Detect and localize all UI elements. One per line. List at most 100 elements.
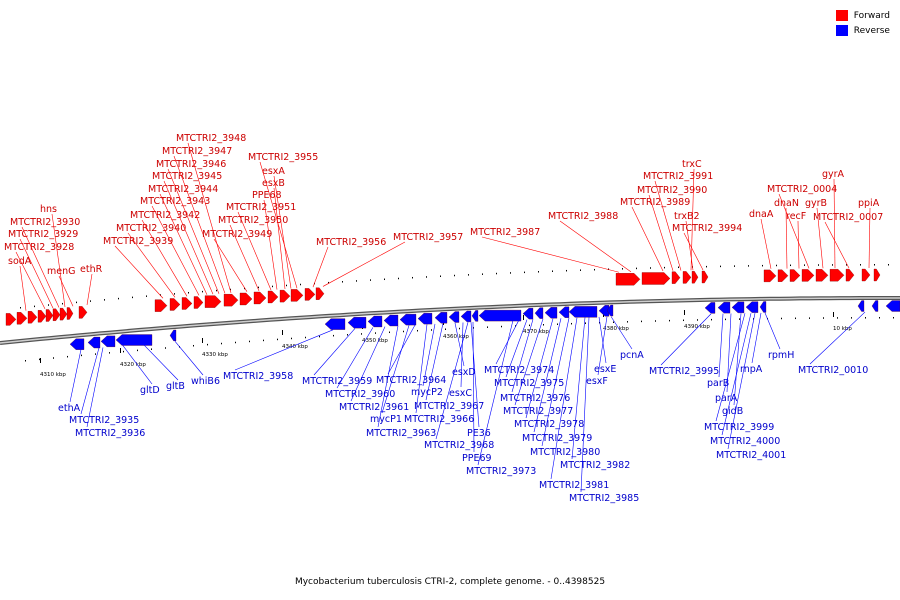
forward-gene-label[interactable]: esxA (262, 166, 285, 177)
forward-gene-label[interactable]: MTCTRI2_3988 (548, 211, 618, 222)
reverse-gene-label[interactable]: esxF (586, 376, 608, 387)
forward-gene-label[interactable]: esxB (262, 178, 285, 189)
reverse-gene-label[interactable]: parA (715, 393, 738, 404)
reverse-gene-label[interactable]: MTCTRI2_3995 (649, 366, 719, 377)
forward-gene-arrow[interactable] (701, 270, 709, 284)
forward-gene-arrow[interactable] (763, 269, 777, 283)
forward-gene-arrow[interactable] (78, 306, 88, 319)
reverse-gene-arrow[interactable] (399, 313, 417, 326)
reverse-gene-arrow[interactable] (69, 338, 85, 350)
forward-gene-arrow[interactable] (267, 290, 279, 304)
reverse-gene-arrow[interactable] (367, 315, 383, 328)
forward-gene-arrow[interactable] (193, 296, 204, 309)
reverse-gene-label[interactable]: mycP2 (411, 387, 443, 398)
forward-gene-label[interactable]: menG (47, 266, 75, 277)
forward-gene-arrow[interactable] (204, 295, 222, 308)
reverse-gene-label[interactable]: MTCTRI2_3958 (223, 371, 293, 382)
reverse-gene-arrow[interactable] (169, 329, 177, 342)
reverse-gene-arrow[interactable] (606, 304, 614, 317)
forward-gene-label[interactable]: MTCTRI2_3944 (148, 184, 218, 195)
forward-gene-arrow[interactable] (845, 268, 855, 282)
forward-gene-label[interactable]: MTCTRI2_3930 (10, 217, 80, 228)
reverse-gene-label[interactable]: MTCTRI2_3975 (494, 378, 564, 389)
reverse-gene-label[interactable]: MTCTRI2_3936 (75, 428, 145, 439)
forward-gene-label[interactable]: recF (786, 211, 806, 222)
reverse-gene-label[interactable]: gltB (166, 381, 185, 392)
reverse-gene-label[interactable]: MTCTRI2_3964 (376, 375, 446, 386)
forward-gene-label[interactable]: MTCTRI2_3945 (152, 171, 222, 182)
reverse-gene-label[interactable]: MTCTRI2_0010 (798, 365, 868, 376)
forward-gene-arrow[interactable] (691, 271, 699, 284)
reverse-gene-arrow[interactable] (731, 301, 745, 314)
forward-gene-label[interactable]: trxC (682, 159, 702, 170)
reverse-gene-label[interactable]: MTCTRI2_4000 (710, 436, 780, 447)
reverse-gene-label[interactable]: MTCTRI2_3981 (539, 480, 609, 491)
forward-gene-label[interactable]: MTCTRI2_3955 (248, 152, 318, 163)
forward-gene-label[interactable]: dnaA (749, 209, 774, 220)
reverse-gene-label[interactable]: MTCTRI2_3959 (302, 376, 372, 387)
forward-gene-arrow[interactable] (169, 298, 181, 311)
forward-gene-label[interactable]: MTCTRI2_3928 (4, 242, 74, 253)
reverse-gene-arrow[interactable] (745, 301, 759, 313)
reverse-gene-label[interactable]: MTCTRI2_3968 (424, 440, 494, 451)
forward-gene-arrow[interactable] (66, 307, 74, 320)
forward-gene-arrow[interactable] (59, 307, 68, 321)
forward-gene-label[interactable]: MTCTRI2_3989 (620, 197, 690, 208)
forward-gene-label[interactable]: MTCTRI2_3950 (218, 215, 288, 226)
forward-gene-arrow[interactable] (27, 311, 38, 324)
reverse-gene-arrow[interactable] (558, 306, 570, 318)
reverse-gene-label[interactable]: MTCTRI2_3978 (514, 419, 584, 430)
forward-gene-label[interactable]: MTCTRI2_3956 (316, 237, 386, 248)
reverse-gene-label[interactable]: MTCTRI2_3935 (69, 415, 139, 426)
reverse-gene-arrow[interactable] (544, 307, 558, 319)
forward-gene-arrow[interactable] (682, 271, 692, 284)
forward-gene-label[interactable]: MTCTRI2_3991 (643, 171, 713, 182)
forward-gene-label[interactable]: MTCTRI2_0007 (813, 212, 883, 223)
forward-gene-label[interactable]: MTCTRI2_3943 (140, 196, 210, 207)
forward-gene-arrow[interactable] (304, 288, 316, 301)
reverse-gene-arrow[interactable] (522, 307, 534, 320)
forward-gene-arrow[interactable] (801, 269, 815, 282)
forward-gene-label[interactable]: MTCTRI2_3957 (393, 232, 463, 243)
reverse-gene-label[interactable]: MTCTRI2_3973 (466, 466, 536, 477)
reverse-gene-label[interactable]: MTCTRI2_3980 (530, 447, 600, 458)
forward-gene-label[interactable]: MTCTRI2_0004 (767, 184, 837, 195)
forward-gene-arrow[interactable] (37, 310, 47, 323)
reverse-gene-label[interactable]: MTCTRI2_3961 (339, 402, 409, 413)
reverse-gene-arrow[interactable] (759, 301, 767, 313)
forward-gene-label[interactable]: trxB2 (674, 211, 700, 222)
reverse-gene-arrow[interactable] (885, 300, 900, 312)
reverse-gene-label[interactable]: MTCTRI2_3974 (484, 365, 554, 376)
reverse-gene-arrow[interactable] (383, 314, 399, 327)
reverse-gene-arrow[interactable] (324, 318, 346, 330)
reverse-gene-arrow[interactable] (857, 300, 865, 312)
forward-gene-label[interactable]: MTCTRI2_3951 (226, 202, 296, 213)
reverse-gene-label[interactable]: esxC (449, 388, 472, 399)
reverse-gene-label[interactable]: MTCTRI2_3976 (500, 393, 570, 404)
reverse-gene-label[interactable]: rpmH (768, 350, 794, 361)
reverse-gene-label[interactable]: MTCTRI2_3977 (503, 406, 573, 417)
forward-gene-arrow[interactable] (789, 269, 801, 282)
reverse-gene-label[interactable]: esxD (452, 367, 476, 378)
forward-gene-label[interactable]: dnaN (774, 198, 799, 209)
forward-gene-arrow[interactable] (52, 308, 61, 321)
reverse-gene-label[interactable]: pcnA (620, 350, 644, 361)
reverse-gene-arrow[interactable] (100, 335, 116, 348)
forward-gene-label[interactable]: MTCTRI2_3949 (202, 229, 272, 240)
reverse-gene-label[interactable]: ethA (58, 403, 81, 414)
reverse-gene-label[interactable]: mycP1 (370, 414, 402, 425)
reverse-gene-arrow[interactable] (347, 317, 367, 329)
forward-gene-label[interactable]: gyrA (822, 169, 845, 180)
reverse-gene-label[interactable]: MTCTRI2_3999 (704, 422, 774, 433)
forward-gene-label[interactable]: MTCTRI2_3939 (103, 236, 173, 247)
reverse-gene-label[interactable]: rnpA (740, 364, 763, 375)
forward-gene-label[interactable]: hns (40, 204, 57, 215)
reverse-gene-arrow[interactable] (568, 306, 598, 318)
forward-gene-arrow[interactable] (873, 268, 881, 282)
forward-gene-arrow[interactable] (861, 268, 871, 282)
reverse-gene-arrow[interactable] (471, 310, 479, 322)
forward-gene-arrow[interactable] (279, 289, 291, 303)
forward-gene-label[interactable]: MTCTRI2_3947 (162, 146, 232, 157)
forward-gene-arrow[interactable] (777, 269, 789, 282)
reverse-gene-arrow[interactable] (460, 310, 472, 323)
